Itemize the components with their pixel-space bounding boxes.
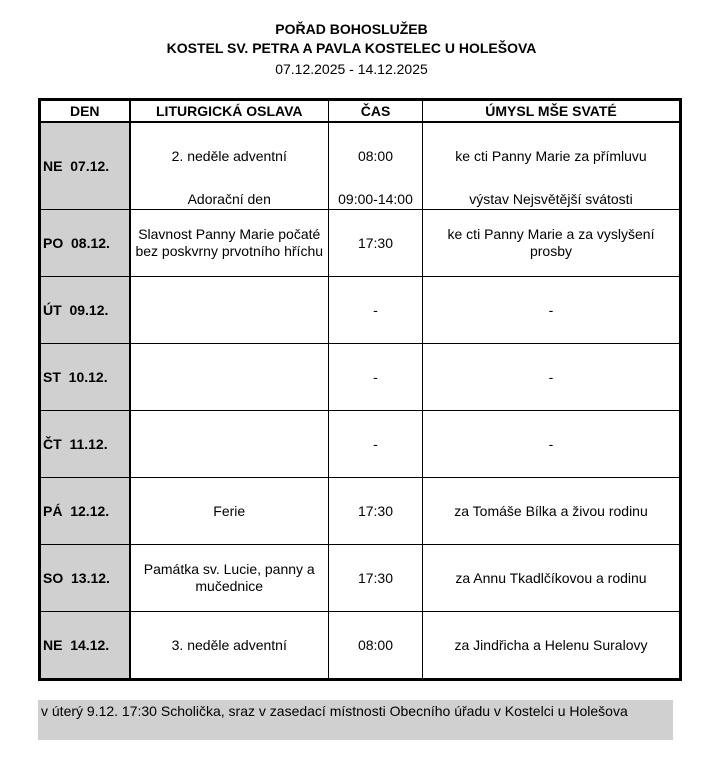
- time-cell: -: [328, 276, 423, 344]
- page-title: POŘAD BOHOSLUŽEB: [275, 21, 428, 37]
- day-cell: NE 14.12.: [39, 611, 131, 680]
- table-row: SO 13.12. Památka sv. Lucie, panny a muče…: [39, 544, 681, 612]
- table-row: ST 10.12. - -: [39, 343, 681, 411]
- time-cell: -: [328, 343, 423, 411]
- day-cell: PO 08.12.: [39, 209, 131, 277]
- table-row: ÚT 09.12. - -: [39, 276, 681, 344]
- time-cell: 17:30: [328, 209, 423, 277]
- date-range: 07.12.2025 - 14.12.2025: [275, 61, 428, 77]
- intention-cell: ke cti Panny Marie a za vyslyšení prosby: [422, 209, 681, 277]
- schedule-table: DEN LITURGICKÁ OSLAVA ČAS ÚMYSL MŠE SVAT…: [38, 98, 682, 681]
- intention-cell: -: [422, 343, 681, 411]
- intention-cell: za Jindřicha a Helenu Suralovy: [422, 611, 681, 680]
- celebration-cell: Slavnost Panny Marie počaté bez poskvrny…: [129, 209, 329, 277]
- celebration-cell: 2. neděle adventní Adorační den: [129, 121, 329, 210]
- note-box: v úterý 9.12. 17:30 Scholička, sraz v za…: [38, 700, 673, 740]
- intention-cell: za Annu Tkadlčíkovou a rodinu: [422, 544, 681, 612]
- table-row: PO 08.12. Slavnost Panny Marie počaté bez…: [39, 209, 681, 277]
- intention-cell: ke cti Panny Marie za přímluvu výstav Nej…: [422, 121, 681, 210]
- column-header-intention: ÚMYSL MŠE SVATÉ: [422, 99, 681, 123]
- celebration-cell: Ferie: [129, 477, 329, 545]
- celebration-cell: [129, 276, 329, 344]
- extra-time-text: 09:00-14:00: [338, 191, 413, 207]
- celebration-cell: 3. neděle adventní: [129, 611, 329, 680]
- time-cell: -: [328, 410, 423, 478]
- extra-celebration-text: Adorační den: [187, 191, 271, 207]
- column-header-day: DEN: [39, 99, 131, 123]
- celebration-cell: [129, 343, 329, 411]
- intention-cell: za Tomáše Bílka a živou rodinu: [422, 477, 681, 545]
- celebration-cell: [129, 410, 329, 478]
- table-row: PÁ 12.12. Ferie 17:30 za Tomáše Bílka a živ…: [39, 477, 681, 545]
- celebration-cell: Památka sv. Lucie, panny a mučednice: [129, 544, 329, 612]
- time-cell: 17:30: [328, 544, 423, 612]
- column-header-time: ČAS: [328, 99, 423, 123]
- table-header-row: DEN LITURGICKÁ OSLAVA ČAS ÚMYSL MŠE SVAT…: [39, 99, 681, 123]
- church-name: KOSTEL SV. PETRA A PAVLA KOSTELEC U HOLE…: [166, 40, 537, 56]
- time-cell: 08:00: [328, 611, 423, 680]
- day-cell: PÁ 12.12.: [39, 477, 131, 545]
- extra-intention-text: výstav Nejsvětější svátosti: [469, 191, 633, 207]
- day-cell: NE 07.12.: [39, 121, 131, 210]
- celebration-text: 2. neděle adventní: [171, 148, 287, 164]
- table-row: NE 07.12. 2. neděle adventní Adorační den…: [39, 121, 681, 210]
- intention-text: ke cti Panny Marie za přímluvu: [455, 148, 647, 164]
- time-text: 08:00: [357, 148, 394, 164]
- time-cell: 08:00 09:00-14:00: [328, 121, 423, 210]
- day-cell: ST 10.12.: [39, 343, 131, 411]
- day-cell: ÚT 09.12.: [39, 276, 131, 344]
- column-header-celebration: LITURGICKÁ OSLAVA: [129, 99, 329, 123]
- time-cell: 17:30: [328, 477, 423, 545]
- table-row: NE 14.12. 3. neděle adventní 08:00 za Jindř…: [39, 611, 681, 680]
- intention-cell: -: [422, 276, 681, 344]
- intention-cell: -: [422, 410, 681, 478]
- table-row: ČT 11.12. - -: [39, 410, 681, 478]
- day-cell: SO 13.12.: [39, 544, 131, 612]
- day-cell: ČT 11.12.: [39, 410, 131, 478]
